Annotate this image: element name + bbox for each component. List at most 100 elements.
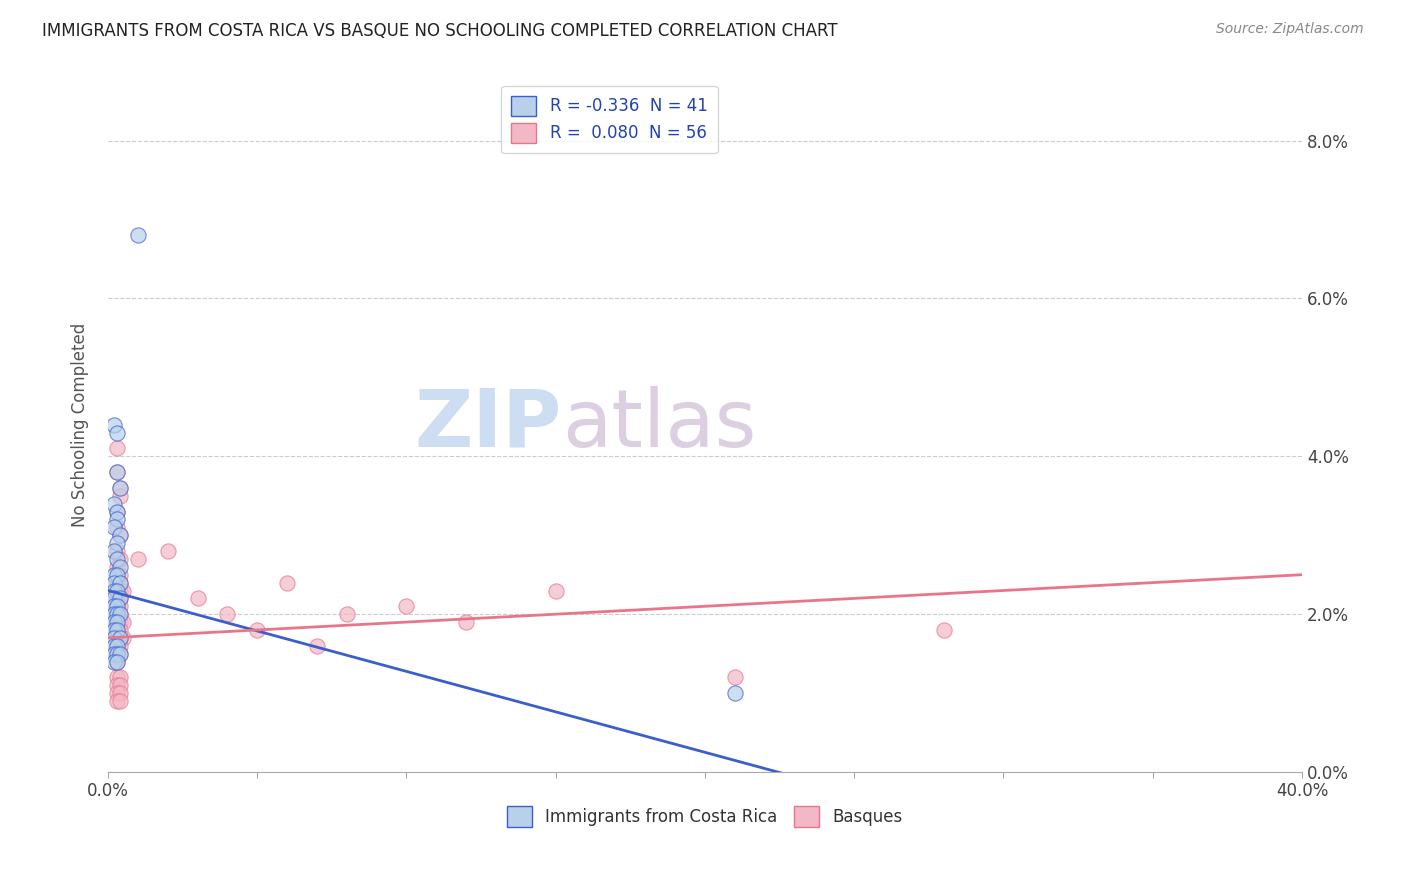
Point (103, 623, 125, 637)
Point (108, 591, 131, 606)
Point (103, 567, 125, 582)
Point (108, 647, 131, 661)
Point (105, 670, 128, 684)
Point (105, 442, 128, 456)
Point (305, 639, 328, 653)
Point (108, 607, 131, 622)
Point (108, 552, 131, 566)
Point (103, 575, 125, 590)
Point (105, 639, 128, 653)
Point (103, 417, 125, 432)
Point (103, 599, 125, 614)
Point (108, 528, 131, 542)
Point (105, 536, 128, 550)
Point (108, 647, 131, 661)
Point (108, 591, 131, 606)
Point (103, 520, 125, 534)
Point (105, 623, 128, 637)
Point (103, 615, 125, 629)
Point (108, 631, 131, 645)
Point (105, 655, 128, 669)
Point (103, 544, 125, 558)
Point (217, 607, 239, 622)
Point (105, 575, 128, 590)
Point (246, 623, 269, 637)
Point (108, 583, 131, 598)
Point (105, 631, 128, 645)
Point (103, 639, 125, 653)
Point (111, 615, 134, 629)
Point (111, 583, 134, 598)
Point (103, 647, 125, 661)
Point (105, 425, 128, 440)
Point (108, 575, 131, 590)
Point (105, 559, 128, 574)
Point (103, 655, 125, 669)
Point (186, 591, 208, 606)
Point (111, 631, 134, 645)
Point (105, 655, 128, 669)
Point (103, 583, 125, 598)
Point (108, 575, 131, 590)
Point (105, 567, 128, 582)
Point (108, 631, 131, 645)
Point (105, 591, 128, 606)
Point (105, 583, 128, 598)
Point (105, 647, 128, 661)
Point (395, 599, 418, 614)
Point (105, 615, 128, 629)
Point (105, 505, 128, 519)
Point (108, 559, 131, 574)
Point (108, 639, 131, 653)
Text: ZIP: ZIP (415, 385, 562, 464)
Point (105, 639, 128, 653)
Point (105, 607, 128, 622)
Point (105, 544, 128, 558)
Point (456, 615, 478, 629)
Point (105, 465, 128, 479)
Point (108, 670, 131, 684)
Point (103, 631, 125, 645)
Point (127, 552, 149, 566)
Legend: Immigrants from Costa Rica, Basques: Immigrants from Costa Rica, Basques (501, 799, 910, 833)
Point (105, 694, 128, 708)
Point (105, 599, 128, 614)
Point (336, 607, 359, 622)
Point (724, 670, 747, 684)
Point (105, 623, 128, 637)
Point (156, 544, 179, 558)
Text: Source: ZipAtlas.com: Source: ZipAtlas.com (1216, 22, 1364, 37)
Point (108, 615, 131, 629)
Point (103, 497, 125, 511)
Point (108, 481, 131, 495)
Point (108, 481, 131, 495)
Point (127, 228, 149, 243)
Point (105, 583, 128, 598)
Text: IMMIGRANTS FROM COSTA RICA VS BASQUE NO SCHOOLING COMPLETED CORRELATION CHART: IMMIGRANTS FROM COSTA RICA VS BASQUE NO … (42, 22, 838, 40)
Point (932, 623, 955, 637)
Point (105, 552, 128, 566)
Point (105, 678, 128, 692)
Point (103, 591, 125, 606)
Point (108, 528, 131, 542)
Point (108, 678, 131, 692)
Point (105, 647, 128, 661)
Point (276, 575, 298, 590)
Point (108, 567, 131, 582)
Point (105, 615, 128, 629)
Point (103, 607, 125, 622)
Point (105, 465, 128, 479)
Point (105, 686, 128, 700)
Point (724, 686, 747, 700)
Text: atlas: atlas (562, 385, 756, 464)
Point (105, 520, 128, 534)
Y-axis label: No Schooling Completed: No Schooling Completed (72, 323, 89, 527)
Point (108, 607, 131, 622)
Point (105, 505, 128, 519)
Point (108, 599, 131, 614)
Point (105, 607, 128, 622)
Point (105, 599, 128, 614)
Point (544, 583, 567, 598)
Point (108, 694, 131, 708)
Point (105, 512, 128, 526)
